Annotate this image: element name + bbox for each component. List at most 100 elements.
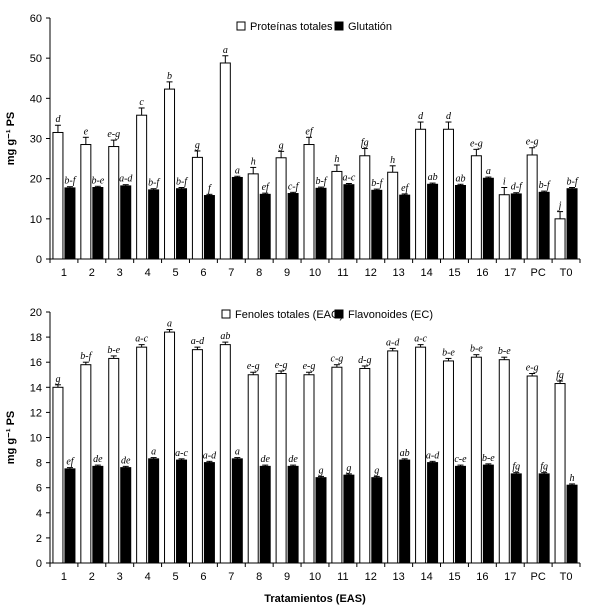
y-tick-label: 16 (30, 357, 42, 369)
bar-series1 (136, 114, 148, 260)
bar-series1 (275, 372, 287, 564)
bar-series1 (303, 374, 315, 564)
significance-label: ab (428, 172, 438, 183)
significance-label: e-g (303, 361, 316, 372)
significance-label: b-f (371, 178, 383, 189)
x-tick-label: 11 (337, 267, 348, 279)
significance-label: d-g (358, 355, 371, 366)
bar-series2 (120, 185, 132, 260)
significance-label: b-f (566, 177, 578, 188)
x-tick-label: 15 (448, 267, 460, 279)
bar-series1 (331, 170, 343, 260)
bar-series2 (92, 465, 104, 564)
bar-series1 (247, 173, 259, 260)
significance-label: b-e (498, 346, 511, 357)
significance-label: b-f (176, 177, 188, 188)
significance-label: b-f (315, 176, 327, 187)
bar-series1 (108, 357, 120, 564)
significance-label: ab (220, 331, 230, 342)
bar-series2 (176, 188, 188, 260)
x-tick-label: 4 (145, 267, 151, 279)
significance-label: h (251, 156, 256, 167)
x-tick-label: 15 (448, 571, 460, 583)
legend-label: Proteínas totales (250, 21, 333, 33)
bar-series2 (120, 467, 132, 564)
y-tick-label: 50 (30, 53, 42, 65)
significance-label: e-g (526, 137, 539, 148)
bar-series1 (359, 367, 371, 564)
significance-label: a (486, 166, 491, 177)
significance-label: h (570, 473, 575, 484)
y-tick-label: 4 (36, 508, 42, 520)
y-tick-label: 10 (30, 214, 42, 226)
bar-series2 (343, 184, 355, 260)
x-tick-label: 2 (89, 267, 95, 279)
bar-series2 (482, 177, 494, 260)
y-tick-label: 6 (36, 483, 42, 495)
significance-label: a (151, 447, 156, 458)
x-tick-label: 16 (476, 267, 488, 279)
bar-series2 (399, 459, 411, 564)
y-tick-label: 0 (36, 254, 42, 266)
bar-series2 (371, 477, 383, 564)
y-tick-label: 0 (36, 558, 42, 570)
significance-label: h (334, 154, 339, 165)
significance-label: ab (400, 448, 410, 459)
bar-series2 (287, 465, 299, 564)
bar-series2 (454, 184, 466, 260)
bar-series2 (399, 194, 411, 260)
bar-series1 (554, 218, 566, 260)
y-tick-label: 14 (30, 382, 42, 394)
x-tick-label: 12 (365, 571, 377, 583)
significance-label: d (55, 114, 61, 125)
bar-series2 (148, 189, 160, 260)
bar-series2 (259, 465, 271, 564)
legend-label: Fenoles totales (EAG) (235, 309, 343, 321)
x-tick-label: 12 (365, 267, 377, 279)
x-axis-title: Tratamientos (EAS) (264, 593, 366, 605)
bar-series1 (191, 156, 203, 260)
bar-series1 (52, 131, 64, 260)
significance-label: g (279, 140, 284, 151)
significance-label: g (55, 374, 60, 385)
bar-series2 (148, 458, 160, 564)
significance-label: ef (401, 183, 409, 194)
legend-label: Glutatión (348, 21, 392, 33)
significance-label: g (319, 465, 324, 476)
x-tick-label: 6 (200, 571, 206, 583)
bar-series2 (203, 462, 215, 564)
bar-series1 (498, 194, 510, 260)
bar-series2 (176, 459, 188, 564)
x-tick-label: T0 (560, 267, 573, 279)
y-tick-label: 18 (30, 332, 42, 344)
x-tick-label: 13 (393, 267, 405, 279)
significance-label: a-c (135, 334, 148, 345)
bar-series2 (259, 193, 271, 260)
bar-series1 (415, 128, 427, 260)
bar-series1 (219, 344, 231, 564)
y-tick-label: 40 (30, 93, 42, 105)
significance-label: d (446, 111, 452, 122)
bar-series2 (538, 473, 550, 564)
bar-series2 (203, 195, 215, 260)
x-tick-label: 14 (420, 267, 432, 279)
bar-series2 (64, 187, 76, 260)
x-tick-label: 17 (504, 267, 516, 279)
significance-label: de (121, 455, 131, 466)
significance-label: de (93, 454, 103, 465)
significance-label: b-f (80, 351, 92, 362)
bar-series1 (359, 155, 371, 260)
x-tick-label: 6 (200, 267, 206, 279)
x-tick-label: PC (531, 267, 546, 279)
significance-label: a-d (191, 336, 205, 347)
legend-label: Flavonoides (EC) (348, 309, 433, 321)
bar-series1 (219, 62, 231, 260)
significance-label: a (235, 165, 240, 176)
x-tick-label: 16 (476, 571, 488, 583)
x-tick-label: 1 (61, 267, 67, 279)
bar-series1 (136, 346, 148, 564)
significance-label: h (390, 155, 395, 166)
significance-label: ab (455, 173, 465, 184)
